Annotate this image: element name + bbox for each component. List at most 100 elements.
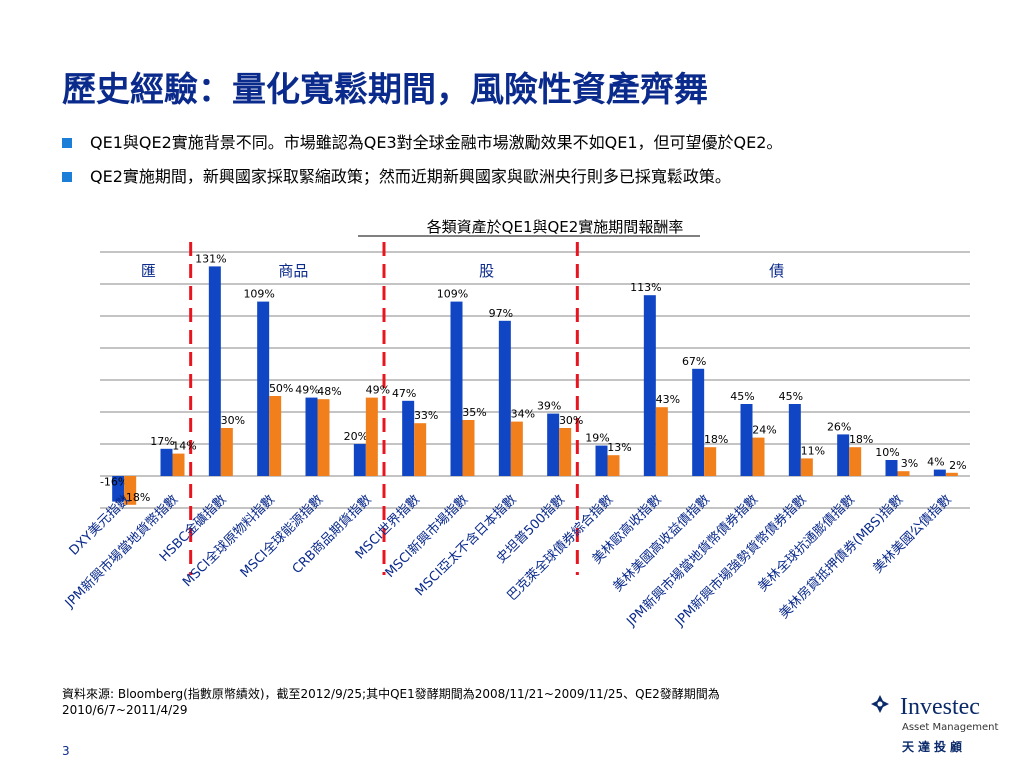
group-label: 股 <box>479 262 494 280</box>
bar-qe2 <box>800 458 813 476</box>
data-label-qe2: 2% <box>949 459 966 472</box>
bar-qe2 <box>124 476 137 505</box>
bullet-item: QE1與QE2實施背景不同。市場雖認為QE3對全球金融市場激勵效果不如QE1，但… <box>62 130 1002 164</box>
data-label-qe2: 13% <box>607 441 631 454</box>
bar-qe2 <box>559 428 572 476</box>
bar-qe2 <box>945 472 958 476</box>
bar-qe1 <box>208 266 221 476</box>
data-label-qe1: 131% <box>195 252 226 265</box>
bar-qe2 <box>172 453 185 476</box>
bar-qe2 <box>462 420 475 476</box>
bar-qe1 <box>933 469 946 476</box>
data-label-qe1: 26% <box>827 420 851 433</box>
data-label-qe2: 24% <box>752 424 776 437</box>
data-label-qe1: 67% <box>682 355 706 368</box>
data-label-qe1: 10% <box>875 446 899 459</box>
group-label: 匯 <box>141 262 156 280</box>
logo-chinese-name: 天達投顧 <box>902 740 967 754</box>
page-number: 3 <box>62 744 70 758</box>
data-label-qe1: 4% <box>927 456 944 469</box>
bullet-square-icon <box>62 138 72 148</box>
bar-qe1 <box>402 400 415 476</box>
bar-qe2 <box>220 428 233 476</box>
category-tick-label: MSCI新興市場指數 <box>382 492 471 581</box>
chart-title: 各類資產於QE1與QE2實施期間報酬率 <box>427 218 684 236</box>
data-label-qe1: 45% <box>779 390 803 403</box>
data-label-qe2: 49% <box>366 384 390 397</box>
logo-name: Investec <box>900 694 980 720</box>
bar-qe2 <box>607 455 620 476</box>
data-label-qe2: 43% <box>656 393 680 406</box>
data-label-qe2: 30% <box>559 414 583 427</box>
bar-qe1 <box>740 404 753 476</box>
category-tick-label: 美林美國高收益債指數 <box>610 492 713 595</box>
investec-logo: Investec Asset Management 天達投顧 <box>870 694 1000 754</box>
data-label-qe2: -18% <box>122 491 150 504</box>
bar-qe2 <box>365 397 378 476</box>
bar-qe1 <box>160 448 173 476</box>
bar-qe1 <box>257 301 270 476</box>
data-label-qe1: -16% <box>100 476 128 489</box>
data-label-qe1: 47% <box>392 387 416 400</box>
source-line: 2010/6/7~2011/4/29 <box>62 703 188 717</box>
data-label-qe1: 113% <box>630 281 661 294</box>
bar-qe2 <box>849 447 862 476</box>
bar-qe1 <box>498 320 511 476</box>
bar-qe2 <box>317 399 330 476</box>
source-note: 資料來源: Bloomberg(指數原幣績效)，截至2012/9/25;其中QE… <box>62 686 862 718</box>
data-label-qe1: 97% <box>489 307 513 320</box>
data-label-qe1: 19% <box>585 432 609 445</box>
group-label: 債 <box>769 262 784 280</box>
category-tick-label: CRB商品期貨指數 <box>289 492 375 578</box>
bar-qe1 <box>885 460 898 476</box>
bar-qe1 <box>788 404 801 476</box>
data-label-qe1: 39% <box>537 400 561 413</box>
data-label-qe2: 34% <box>511 408 535 421</box>
bar-qe1 <box>643 295 656 476</box>
bar-qe1 <box>692 368 705 476</box>
bullet-list: QE1與QE2實施背景不同。市場雖認為QE3對全球金融市場激勵效果不如QE1，但… <box>62 130 1002 198</box>
data-label-qe2: 35% <box>462 406 486 419</box>
bar-qe2 <box>414 423 427 476</box>
data-label-qe2: 14% <box>172 440 196 453</box>
category-tick-label: 美林全球抗通膨債指數 <box>755 492 858 595</box>
data-label-qe1: 20% <box>344 430 368 443</box>
bar-qe2 <box>510 421 523 476</box>
data-label-qe2: 48% <box>317 385 341 398</box>
bullet-text: QE1與QE2實施背景不同。市場雖認為QE3對全球金融市場激勵效果不如QE1，但… <box>90 133 783 152</box>
bar-qe1 <box>353 444 366 476</box>
bar-qe1 <box>305 397 318 476</box>
category-tick-label: MSCI全球原物料指數 <box>179 492 278 591</box>
data-label-qe1: 45% <box>730 390 754 403</box>
data-label-qe2: 18% <box>704 433 728 446</box>
bar-qe1 <box>595 445 608 476</box>
source-line: 資料來源: Bloomberg(指數原幣績效)，截至2012/9/25;其中QE… <box>62 687 720 701</box>
data-label-qe1: 17% <box>150 435 174 448</box>
logo-mark-icon <box>871 695 889 713</box>
data-label-qe2: 30% <box>221 414 245 427</box>
bar-qe2 <box>269 396 282 476</box>
bar-qe1 <box>547 413 560 476</box>
data-label-qe1: 109% <box>437 288 468 301</box>
data-label-qe2: 33% <box>414 409 438 422</box>
category-tick-label: MSCI全球能源指數 <box>237 492 326 581</box>
bar-qe1 <box>450 301 463 476</box>
bar-qe2 <box>704 447 717 476</box>
bar-qe2 <box>752 437 765 476</box>
data-label-qe2: 50% <box>269 382 293 395</box>
slide-title: 歷史經驗：量化寬鬆期間，風險性資產齊舞 <box>62 70 708 110</box>
bar-qe2 <box>655 407 668 476</box>
group-label: 商品 <box>278 262 308 280</box>
data-label-qe2: 11% <box>801 444 825 457</box>
data-label-qe2: 3% <box>901 457 918 470</box>
bullet-item: QE2實施期間，新興國家採取緊縮政策；然而近期新興國家與歐洲央行則多已採寬鬆政策… <box>62 164 1002 198</box>
bullet-text: QE2實施期間，新興國家採取緊縮政策；然而近期新興國家與歐洲央行則多已採寬鬆政策… <box>90 167 731 186</box>
bar-qe2 <box>897 471 910 476</box>
logo-subtitle: Asset Management <box>902 722 999 733</box>
data-label-qe1: 49% <box>295 384 319 397</box>
bullet-square-icon <box>62 172 72 182</box>
data-label-qe2: 18% <box>849 433 873 446</box>
bar-qe1 <box>837 434 850 476</box>
data-label-qe1: 109% <box>243 288 274 301</box>
